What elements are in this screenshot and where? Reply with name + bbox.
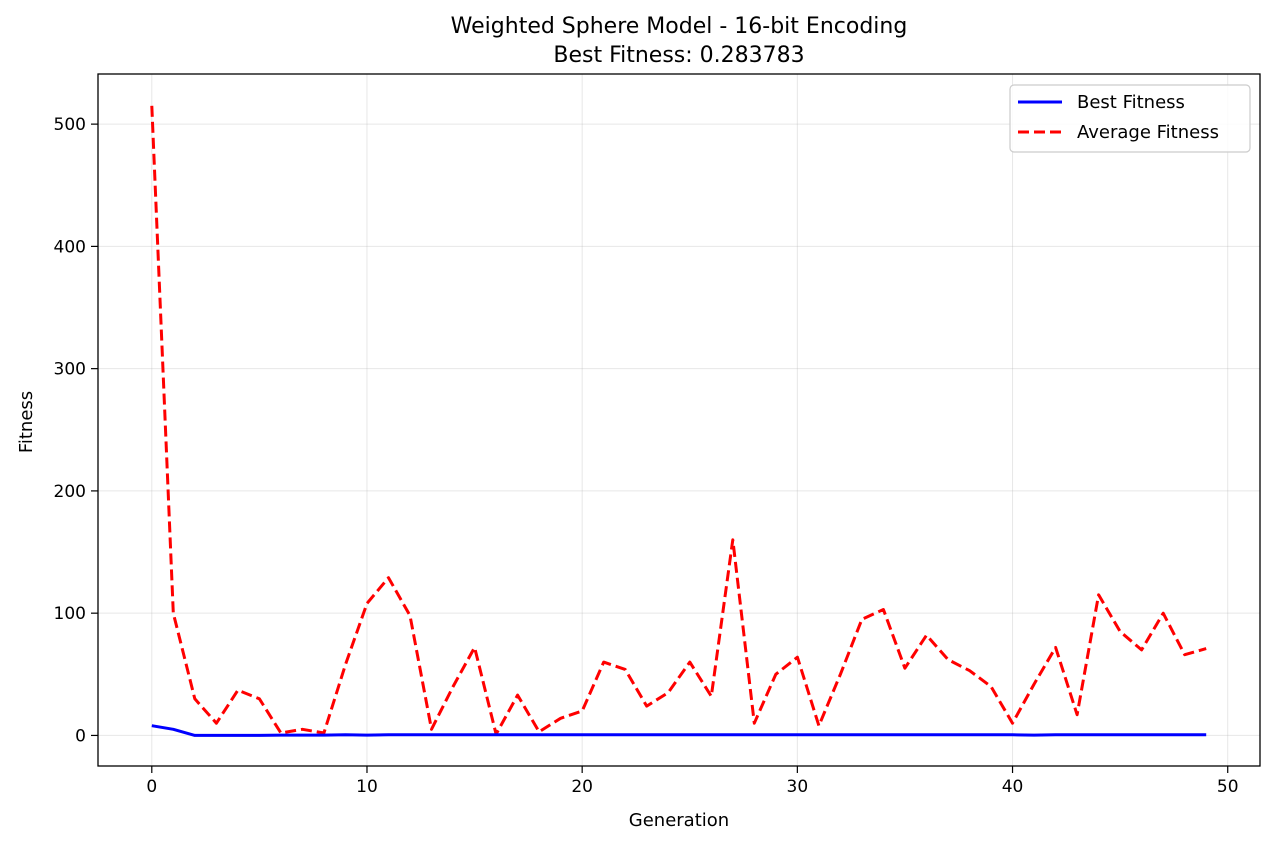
y-axis-label: Fitness — [16, 391, 37, 453]
x-tick-label: 50 — [1217, 777, 1239, 797]
legend: Best Fitness Average Fitness — [1009, 84, 1251, 153]
x-tick-label: 20 — [571, 777, 593, 797]
series-line-best-fitness — [151, 724, 1207, 737]
chart-subtitle: Best Fitness: 0.283783 — [553, 43, 804, 68]
y-tick-label: 300 — [54, 360, 86, 380]
x-tick-label: 30 — [787, 777, 809, 797]
plot-frame — [97, 73, 1261, 767]
x-tick-label: 0 — [146, 777, 157, 797]
x-axis-label: Generation — [629, 810, 729, 831]
x-tick-label: 10 — [356, 777, 378, 797]
x-tick-label: 40 — [1002, 777, 1024, 797]
y-tick-label: 0 — [75, 726, 86, 746]
chart-title: Weighted Sphere Model - 16-bit Encoding — [451, 14, 908, 39]
plot-lines — [150, 105, 1207, 737]
legend-label-best-fitness: Best Fitness — [1077, 92, 1185, 113]
series-line-average-fitness — [150, 105, 1207, 736]
y-tick-label: 400 — [54, 237, 86, 257]
y-tick-label: 100 — [54, 604, 86, 624]
legend-box — [1009, 84, 1251, 153]
y-tick-label: 500 — [54, 115, 86, 135]
legend-label-average-fitness: Average Fitness — [1077, 122, 1219, 143]
y-tick-label: 200 — [54, 482, 86, 502]
